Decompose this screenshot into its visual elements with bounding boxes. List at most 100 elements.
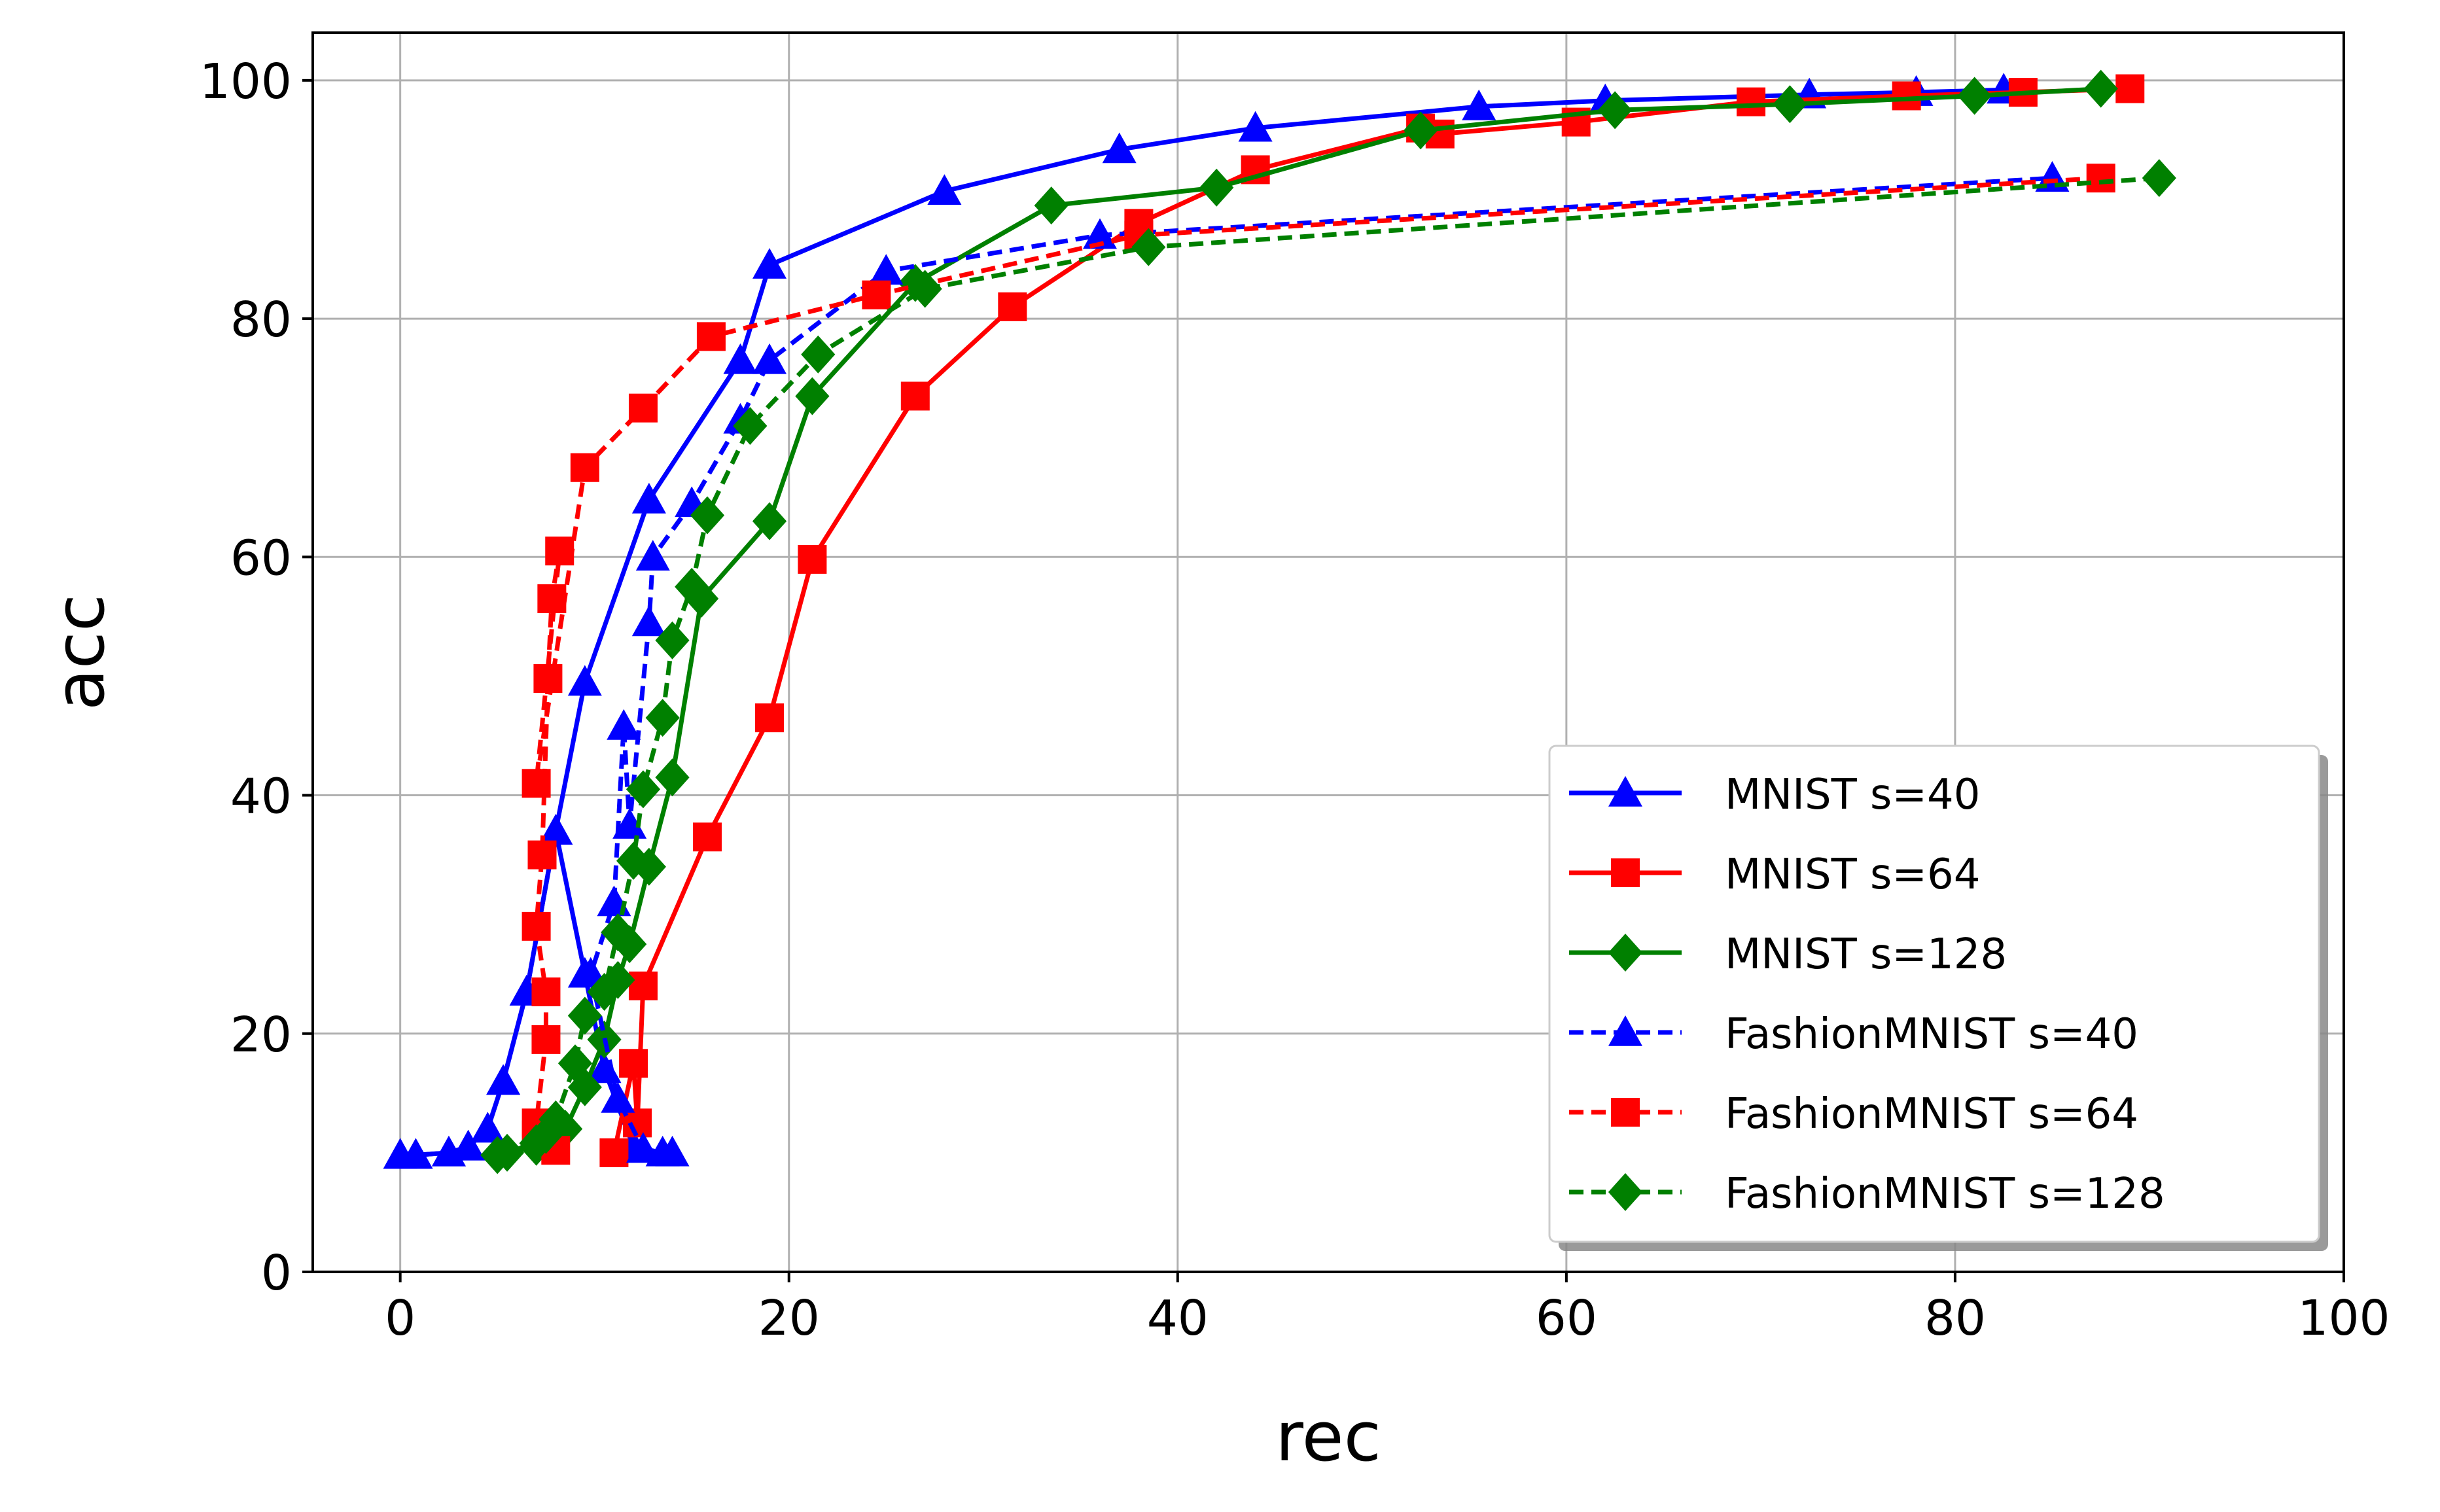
data-point: [1737, 87, 1766, 116]
data-point: [2086, 164, 2115, 193]
data-point: [801, 335, 836, 374]
data-point: [527, 840, 557, 870]
legend-marker: [1608, 934, 1643, 972]
data-point: [655, 758, 690, 797]
data-point: [451, 1129, 486, 1161]
data-point: [692, 822, 722, 852]
data-point: [655, 621, 690, 659]
data-point: [519, 1124, 554, 1163]
data-point: [628, 971, 658, 1000]
data-point: [1957, 77, 1992, 115]
data-point: [612, 808, 647, 839]
y-axis-label: acc: [40, 594, 120, 711]
data-point: [531, 1025, 561, 1054]
data-point: [655, 1135, 690, 1167]
y-tick-label: 40: [230, 769, 292, 825]
data-point: [869, 254, 904, 285]
data-point: [1403, 111, 1438, 150]
legend-marker: [1608, 1015, 1642, 1046]
data-point: [1462, 89, 1496, 120]
data-point: [755, 703, 785, 733]
legend-entry: MNIST s=128: [1569, 930, 2007, 979]
legend-box: [1548, 745, 2320, 1243]
data-point: [567, 665, 602, 696]
legend-entry: FashionMNIST s=64: [1569, 1090, 2138, 1138]
data-point: [2115, 74, 2145, 103]
x-tick-label: 80: [1924, 1290, 1986, 1346]
data-point: [522, 911, 551, 941]
data-point: [601, 913, 635, 951]
data-point: [601, 960, 635, 999]
data-point: [567, 996, 602, 1035]
data-point: [690, 496, 725, 535]
legend-marker: [1611, 1098, 1640, 1127]
legend-marker: [1608, 1173, 1643, 1211]
y-tick-label: 60: [230, 530, 292, 586]
data-point: [557, 1044, 593, 1083]
data-point: [1598, 91, 1633, 130]
data-point: [752, 502, 787, 540]
data-point: [545, 536, 575, 566]
legend-label: FashionMNIST s=40: [1725, 1010, 2138, 1059]
data-point: [1131, 228, 1166, 266]
data-point: [486, 1064, 521, 1095]
y-tick-label: 20: [230, 1007, 292, 1063]
data-point: [607, 709, 641, 740]
data-point: [601, 1081, 635, 1113]
series-layer: [383, 69, 2176, 1174]
data-point: [612, 925, 647, 964]
data-point: [862, 280, 891, 309]
x-tick-label: 60: [1536, 1290, 1597, 1346]
data-point: [635, 540, 670, 571]
data-point: [733, 406, 768, 445]
data-point: [522, 769, 551, 798]
data-point: [599, 1138, 629, 1167]
legend-marker: [1608, 776, 1642, 807]
x-axis-label: rec: [1275, 1397, 1381, 1477]
legend-entry: MNIST s=40: [1569, 771, 1980, 819]
data-point: [2083, 69, 2118, 108]
series-fashionmnist-s-64: [522, 164, 2115, 1165]
legend-label: FashionMNIST s=128: [1725, 1170, 2165, 1218]
data-point: [1773, 85, 1807, 124]
y-tick-label: 0: [261, 1245, 292, 1301]
y-tick-label: 100: [200, 54, 292, 110]
data-point: [628, 393, 658, 423]
data-point: [531, 977, 561, 1007]
data-point: [537, 584, 567, 614]
data-point: [616, 841, 651, 880]
data-point: [696, 322, 726, 351]
data-point: [626, 1132, 660, 1163]
data-point: [908, 270, 942, 308]
data-point: [1102, 132, 1137, 164]
data-point: [2142, 159, 2176, 198]
data-point: [631, 605, 666, 637]
data-point: [398, 1138, 433, 1169]
data-point: [587, 973, 622, 1011]
data-point: [927, 174, 962, 205]
data-point: [795, 377, 830, 415]
data-point: [539, 1100, 573, 1138]
y-tick-label: 80: [230, 292, 292, 348]
data-point: [1892, 81, 1921, 111]
data-point: [798, 544, 827, 574]
data-point: [752, 343, 787, 374]
data-point: [480, 1136, 515, 1174]
x-tick-label: 40: [1147, 1290, 1209, 1346]
axes: 0 20 40 60 80 100 0 20 40 60 80 100 rec acc: [40, 31, 2390, 1477]
data-point: [539, 814, 573, 845]
legend-entry: FashionMNIST s=128: [1569, 1170, 2165, 1218]
legend-label: MNIST s=64: [1725, 851, 1980, 899]
data-point: [631, 482, 666, 514]
x-tick-label: 0: [385, 1290, 416, 1346]
x-tick-label: 20: [758, 1290, 820, 1346]
data-point: [1199, 168, 1234, 207]
data-point: [626, 770, 661, 809]
x-tick-label: 100: [2297, 1290, 2390, 1346]
data-point: [752, 248, 787, 279]
data-point: [533, 664, 563, 694]
data-point: [548, 1110, 583, 1148]
data-point: [1238, 111, 1273, 142]
data-point: [1034, 186, 1069, 225]
